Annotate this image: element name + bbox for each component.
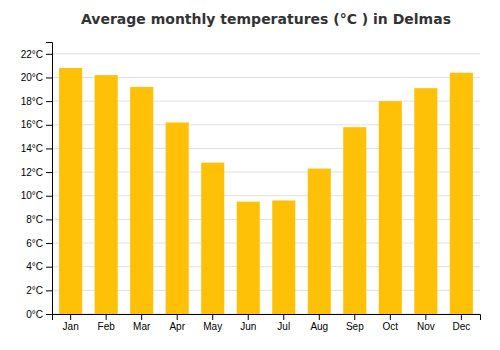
y-tick: 14°C	[21, 143, 52, 154]
y-tick-label: 12°C	[21, 167, 43, 178]
x-tick-mark	[354, 314, 355, 320]
x-tick-mark	[141, 314, 142, 320]
x-tick-mark	[390, 314, 391, 320]
x-tick-label: Oct	[383, 321, 399, 332]
y-tick: 10°C	[21, 190, 52, 201]
bar	[237, 202, 260, 314]
x-tick-label: Feb	[98, 321, 116, 332]
y-tick-mark	[46, 267, 52, 268]
x-tick-label: Nov	[417, 321, 435, 332]
y-tick: 18°C	[21, 96, 52, 107]
bar	[130, 87, 153, 314]
x-tick-label: Jul	[277, 321, 290, 332]
grid	[52, 54, 480, 314]
bar	[272, 200, 295, 314]
x-tick: May	[203, 314, 222, 332]
bar	[379, 101, 402, 314]
bar	[166, 122, 189, 314]
x-tick-mark	[212, 314, 213, 320]
x-tick-mark	[283, 314, 284, 320]
y-tick-mark	[46, 172, 52, 173]
x-tick-label: Jan	[63, 321, 79, 332]
x-tick-mark	[177, 314, 178, 320]
y-tick-mark	[46, 314, 52, 315]
x-tick: Aug	[310, 314, 328, 332]
x-tick: Jul	[277, 314, 290, 332]
bar	[308, 169, 331, 314]
y-tick: 16°C	[21, 119, 52, 130]
x-tick-label: Sep	[346, 321, 364, 332]
x-tick: Jan	[63, 314, 79, 332]
x-tick: Apr	[169, 314, 185, 332]
y-tick-label: 20°C	[21, 72, 43, 83]
chart: 0°C 2°C 4°C 6°C 8°C 10°C 12°C 14°C 16°C 18°C 20°C 2…	[0, 0, 500, 350]
x-tick-label: Mar	[133, 321, 151, 332]
y-tick-mark	[46, 290, 52, 291]
y-tick: 8°C	[26, 214, 52, 225]
y-tick-mark	[46, 125, 52, 126]
bar	[343, 127, 366, 314]
x-tick-label: Jun	[240, 321, 256, 332]
y-tick-mark	[46, 243, 52, 244]
x-tick: Feb	[98, 314, 116, 332]
x-tick: Nov	[417, 314, 435, 332]
x-tick: Dec	[452, 314, 470, 332]
y-tick-mark	[46, 148, 52, 149]
x-tick-mark	[425, 314, 426, 320]
bar	[414, 88, 437, 314]
y-tick: 6°C	[26, 238, 52, 249]
y-tick-label: 4°C	[26, 261, 43, 272]
y-tick: 4°C	[26, 261, 52, 272]
y-tick-label: 8°C	[26, 214, 43, 225]
x-tick-label: Aug	[310, 321, 328, 332]
y-tick-mark	[46, 101, 52, 102]
grid-line	[52, 53, 480, 54]
x-tick-mark	[70, 314, 71, 320]
y-tick-label: 2°C	[26, 285, 43, 296]
title: Average monthly temperatures (°C ) in De…	[81, 11, 451, 27]
bars	[59, 68, 473, 314]
y-tick-label: 22°C	[21, 49, 43, 60]
x-axis-line	[53, 315, 481, 321]
y-tick-label: 0°C	[26, 309, 43, 320]
y-tick: 12°C	[21, 167, 52, 178]
y-tick: 0°C	[26, 309, 52, 320]
y-tick-label: 18°C	[21, 96, 43, 107]
y-tick-label: 14°C	[21, 143, 43, 154]
x-tick: Sep	[346, 314, 364, 332]
x-tick-label: May	[203, 321, 222, 332]
x-tick-label: Dec	[452, 321, 470, 332]
x-tick-label: Apr	[169, 321, 185, 332]
bar	[59, 68, 82, 314]
x-tick: Jun	[240, 314, 256, 332]
bar	[450, 73, 473, 314]
y-tick-mark	[46, 196, 52, 197]
x-tick: Oct	[383, 314, 399, 332]
x-tick-mark	[319, 314, 320, 320]
x-tick-mark	[106, 314, 107, 320]
y-axis: 0°C 2°C 4°C 6°C 8°C 10°C 12°C 14°C 16°C 18°C 20°C 2…	[21, 43, 53, 320]
bar	[95, 75, 118, 314]
x-tick: Mar	[133, 314, 151, 332]
y-tick-label: 10°C	[21, 190, 43, 201]
y-tick-mark	[46, 219, 52, 220]
y-tick-label: 6°C	[26, 238, 43, 249]
x-axis: Jan Feb Mar Apr May Jun Jul Aug Sep Oct Nov Dec	[53, 314, 481, 332]
y-tick-mark	[46, 54, 52, 55]
y-tick-mark	[46, 77, 52, 78]
y-axis-line	[46, 43, 53, 315]
y-tick-label: 16°C	[21, 119, 43, 130]
bar	[201, 163, 224, 314]
x-tick-mark	[461, 314, 462, 320]
y-tick: 20°C	[21, 72, 52, 83]
y-tick: 2°C	[26, 285, 52, 296]
plot: 0°C 2°C 4°C 6°C 8°C 10°C 12°C 14°C 16°C 18°C 20°C 2…	[21, 43, 481, 333]
y-tick: 22°C	[21, 49, 52, 60]
x-tick-mark	[248, 314, 249, 320]
